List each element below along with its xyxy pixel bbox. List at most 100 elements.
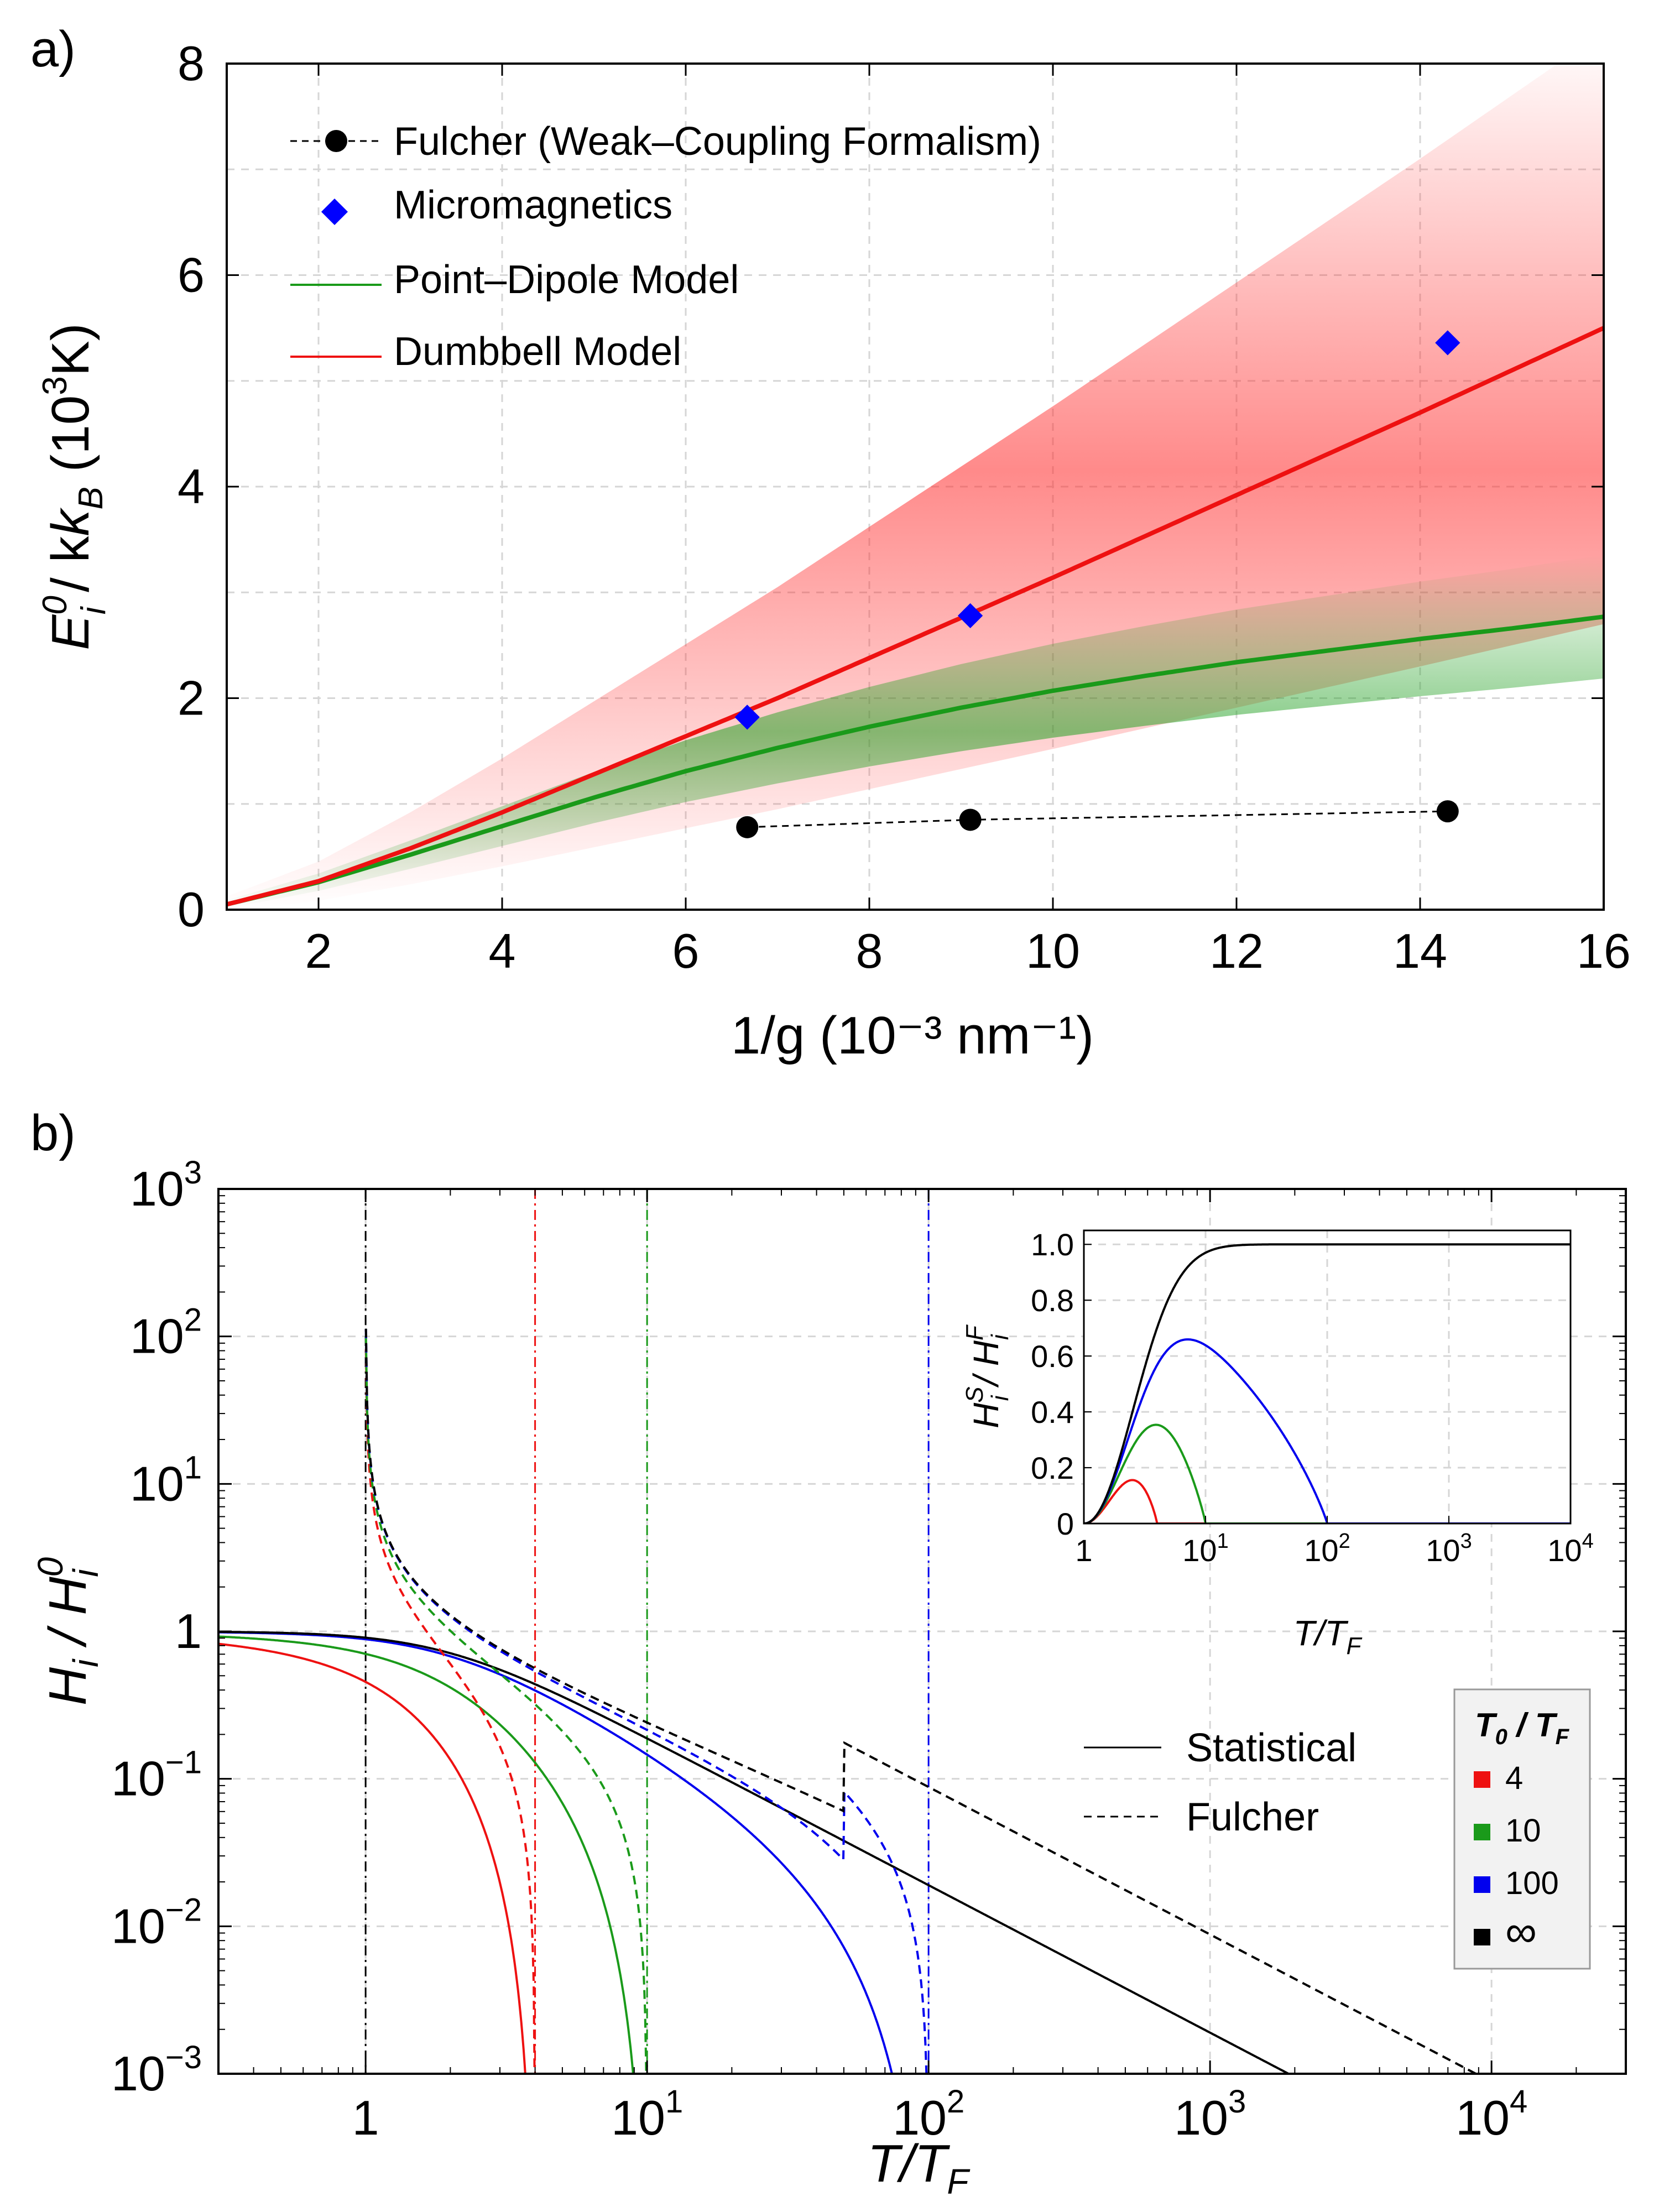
tick-exp: 3 [1460,1530,1472,1553]
panel-b-x-ticks: 1 101 102 103 104 [218,1189,1577,2145]
b-ylabel: H [38,1667,97,1705]
tick-base: 10 [130,1456,184,1511]
inset-y-ticks: 0 0.2 0.4 0.6 0.8 1.0 [1031,1227,1092,1541]
y-tick-label: 8 [178,36,205,91]
statistical-curve [218,1642,526,2074]
t0-legend-entries: 4 10 100 ∞ [1474,1760,1559,1956]
tick-base: 10 [1182,1533,1217,1568]
y-label-rest: / k [41,535,100,607]
inset-ratio-curve [1084,1338,1571,1524]
panel-a-curves [227,326,1604,907]
y-tick-label: 0 [178,882,205,937]
panel-a-legend: Fulcher (Weak–Coupling Formalism) Microm… [290,119,1041,374]
inset-x-tick-label: 1 [1075,1533,1092,1568]
y-tick-label: 2 [178,671,205,726]
inset-x-tick-label: 103 [1426,1530,1472,1568]
tick-base: 10 [1304,1533,1338,1568]
t0-legend-label: 100 [1505,1865,1559,1901]
legend-fulcher-marker [325,130,347,152]
tick-exp: 1 [184,1449,202,1485]
t0-title-sub: 0 [1495,1725,1507,1749]
panel-a-label: a) [30,21,76,77]
x-tick-label: 101 [611,2084,683,2145]
y-label-units-end: K) [41,323,100,376]
y-label-units: (10 [41,395,100,487]
tick-exp: −3 [165,2039,202,2075]
y-tick-label: 103 [130,1155,202,1216]
t0-title-T: T [1475,1707,1498,1744]
panel-b-label: b) [30,1105,76,1161]
panel-b-curves [218,1328,1479,2074]
t0-legend-swatch [1474,1929,1490,1945]
t0-legend-label: ∞ [1505,1907,1537,1956]
tick-base: 10 [130,1161,184,1216]
x-tick-label: 1 [352,2090,379,2145]
panel-a-x-axis-title: 1/g (10⁻³ nm⁻¹) [731,1006,1094,1065]
fulcher-point [736,816,759,838]
y-tick-label: 6 [178,248,205,302]
y-tick-label: 10−2 [111,1892,202,1953]
fulcher-curve [364,1335,648,2074]
panel-b-t0-legend: T0 / TF 4 10 100 ∞ [1453,1688,1591,1970]
x-tick-label: 14 [1393,924,1447,978]
statistical-curve [218,1631,893,2074]
tick-exp: 1 [1217,1530,1229,1553]
tick-exp: 4 [1510,2084,1527,2120]
tick-base: 10 [1174,2090,1228,2145]
inset-x-tick-label: 101 [1182,1530,1228,1568]
tick-base: 10 [111,1751,165,1806]
b-xlabel-sub: F [947,2162,971,2201]
panel-b-inset: 1 101 102 103 104 00.20.40.60.81.0 T/TF HSi … [961,1227,1594,1660]
panel-b-y-axis-title: Hi / H0i [30,1557,106,1705]
legend-dumbbell-label: Dumbbell Model [394,330,681,374]
tick-base: 10 [130,1309,184,1364]
t0-title-sub2: F [1556,1725,1570,1749]
micromagnetics-point [1435,330,1460,356]
tick-exp: 2 [947,2084,964,2120]
tick-base: 10 [111,2046,165,2101]
t0-legend-title: T0 / TF [1475,1707,1570,1749]
fulcher-curve [364,1349,536,2074]
inset-ylabel-sup2: F [961,1324,988,1340]
y-label-E: E [41,614,100,650]
y-tick-label: 101 [130,1449,202,1511]
b-ylabel-sup2: 0 [30,1557,70,1577]
inset-ylabel: H [966,1402,1006,1428]
b-ylabel-sub: i [66,1658,106,1667]
y-label-k: k [41,507,100,536]
legend-fulcher-dashed-label: Fulcher [1186,1795,1319,1839]
legend-point-dipole-label: Point–Dipole Model [394,258,739,302]
inset-y-axis-title: HSi / HFi [961,1324,1014,1428]
y-tick-label: 1 [175,1604,202,1658]
point-dipole-curve [227,614,1604,907]
x-tick-label: 102 [893,2084,964,2145]
statistical-curve [218,1635,634,2074]
y-label-sub: i [75,606,113,614]
x-tick-label: 103 [1174,2084,1246,2145]
y-label-sub2: B [72,487,110,509]
x-tick-label: 4 [489,924,516,978]
x-tick-label: 10 [1026,924,1080,978]
fulcher-curve [364,1329,928,2074]
inset-x-tick-label: 104 [1547,1530,1593,1568]
t0-legend-swatch [1474,1824,1490,1840]
inset-ylabel-sep: / H [966,1340,1006,1395]
legend-fulcher-label: Fulcher (Weak–Coupling Formalism) [394,119,1041,164]
panel-a-uncertainty-bands [227,64,1604,910]
point-dipole-band [227,555,1604,909]
t0-legend-swatch [1474,1771,1490,1788]
tick-exp: −2 [165,1892,202,1928]
y-label-units-sup: 3 [36,376,74,395]
fulcher-connector [747,810,1448,828]
tick-exp: 3 [184,1155,202,1191]
tick-base: 10 [1547,1533,1582,1568]
tick-exp: 3 [1228,2084,1246,2120]
inset-x-ticks: 1 101 102 103 104 [1075,1516,1594,1568]
inset-x-axis-title: T/TF [1293,1613,1363,1660]
b-xlabel: T/T [867,2134,950,2193]
inset-y-tick-label: 0.6 [1031,1339,1074,1374]
panel-b: b) 1 101 102 103 104 10−310−210−11101102103 … [30,1105,1627,2201]
tick-exp: 2 [1339,1530,1350,1553]
